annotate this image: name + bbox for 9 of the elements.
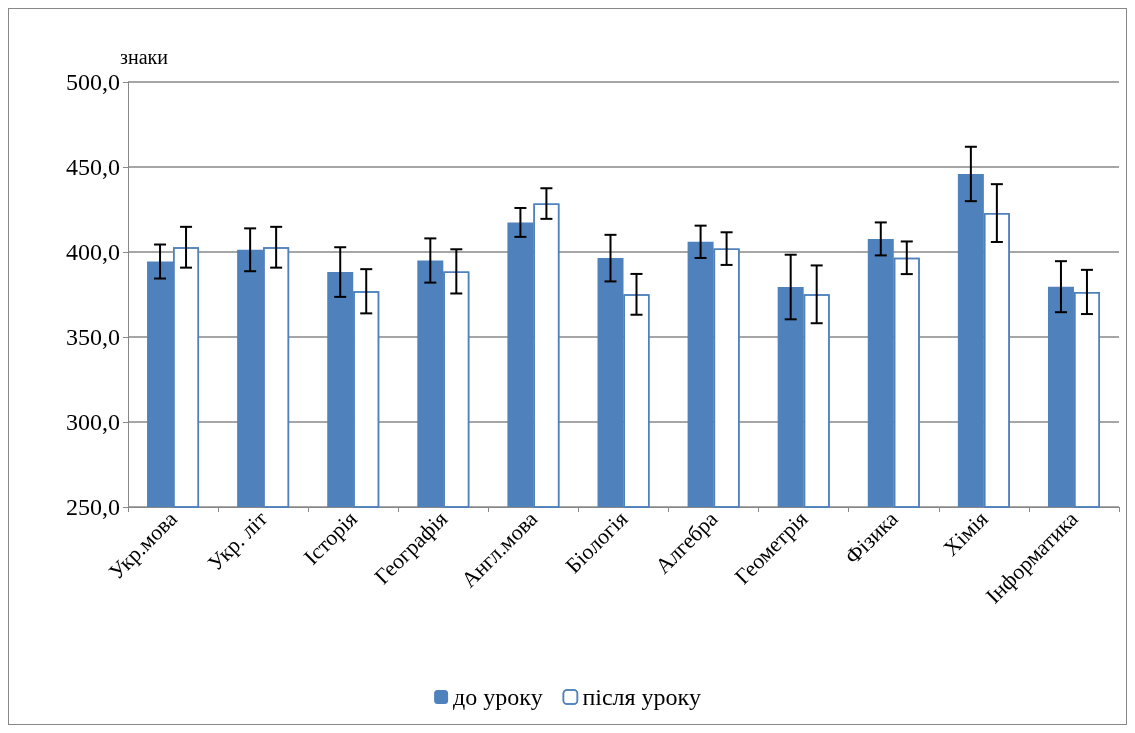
y-axis-title: знаки (120, 46, 169, 68)
legend-label: до уроку (453, 684, 543, 710)
y-tick-label: 450,0 (66, 154, 120, 180)
y-tick-label: 400,0 (66, 239, 120, 265)
y-tick-label: 500,0 (66, 69, 120, 95)
x-tick-label: Укр. літ (202, 505, 273, 576)
y-tick-label: 300,0 (66, 409, 120, 435)
y-tick-label: 350,0 (66, 324, 120, 350)
legend-label: після уроку (582, 684, 701, 710)
